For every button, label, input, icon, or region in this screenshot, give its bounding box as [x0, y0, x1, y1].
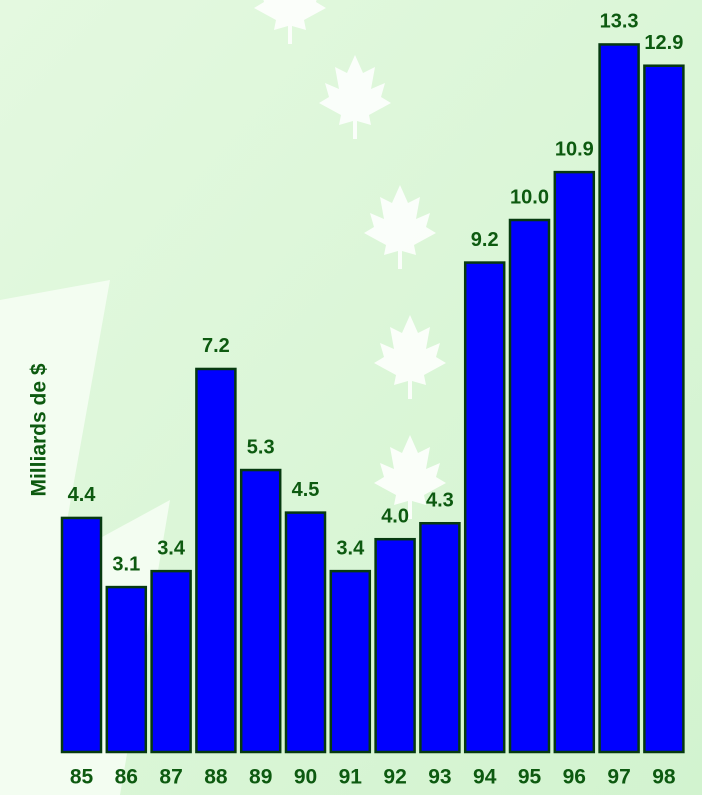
value-label: 10.0	[510, 186, 549, 208]
bar	[329, 569, 372, 754]
x-tick-label: 86	[115, 766, 138, 789]
value-label: 13.3	[600, 11, 639, 33]
x-tick-label: 92	[383, 766, 406, 789]
x-tick-label: 94	[473, 766, 497, 789]
bar	[195, 367, 237, 754]
bar	[463, 261, 506, 754]
bar	[105, 585, 148, 754]
value-label: 10.9	[555, 138, 594, 160]
x-tick-label: 87	[159, 766, 182, 789]
x-tick-label: 91	[339, 766, 363, 789]
value-label: 3.4	[157, 537, 186, 559]
bar	[508, 218, 551, 754]
x-tick-label: 96	[563, 766, 586, 789]
bar	[374, 537, 416, 754]
value-label: 7.2	[202, 335, 230, 357]
x-tick-label: 89	[249, 766, 272, 789]
x-tick-label: 97	[607, 766, 630, 789]
value-label: 4.0	[381, 505, 409, 527]
value-label: 5.3	[247, 436, 275, 458]
value-label: 4.5	[292, 479, 320, 501]
value-label: 3.1	[112, 553, 140, 575]
bar	[598, 43, 640, 754]
x-tick-label: 98	[652, 766, 676, 789]
bar	[239, 468, 282, 754]
x-tick-label: 85	[70, 766, 94, 789]
value-label: 4.3	[426, 490, 454, 512]
value-label: 9.2	[471, 229, 499, 251]
bar	[553, 170, 596, 754]
bar	[60, 516, 103, 754]
x-tick-label: 88	[204, 766, 228, 789]
x-tick-label: 95	[518, 766, 542, 789]
bar	[284, 511, 327, 754]
value-label: 12.9	[644, 32, 683, 54]
bar	[643, 64, 685, 754]
value-label: 4.4	[68, 484, 97, 506]
y-axis-label: Milliards de $	[28, 363, 51, 496]
bar	[150, 569, 192, 754]
value-label: 3.4	[336, 537, 365, 559]
x-tick-label: 93	[428, 766, 451, 789]
x-tick-label: 90	[294, 766, 317, 789]
bar	[419, 521, 461, 754]
